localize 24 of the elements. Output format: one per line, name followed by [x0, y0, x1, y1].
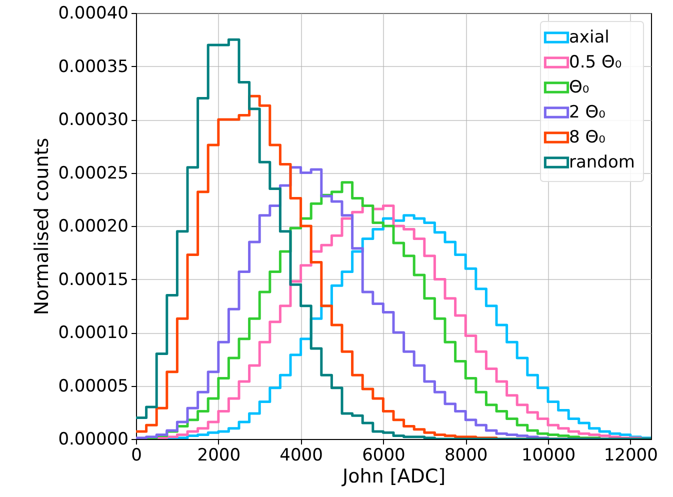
y-tick-label: 0.00010 — [58, 323, 128, 343]
x-axis-title: John [ADC] — [341, 466, 446, 488]
x-tick-label: 8000 — [444, 446, 488, 466]
y-tick-label: 0.00035 — [58, 56, 128, 77]
x-tick-label: 12000 — [604, 446, 658, 466]
x-tick-label: 4000 — [280, 446, 323, 466]
legend-label: 2 Θ₀ — [569, 102, 606, 122]
y-tick-label: 0.00000 — [58, 430, 128, 450]
y-tick-label: 0.00030 — [58, 110, 128, 130]
x-tick-label: 6000 — [362, 446, 406, 466]
x-tick-label: 0 — [131, 446, 142, 466]
y-axis-title: Normalised counts — [31, 138, 54, 316]
y-tick-label: 0.00040 — [58, 4, 128, 24]
x-tick-label: 2000 — [197, 446, 241, 466]
y-tick-label: 0.00015 — [58, 270, 128, 290]
legend-label: 0.5 Θ₀ — [569, 52, 622, 72]
y-tick-label: 0.00025 — [58, 163, 128, 184]
legend-label: axial — [569, 28, 610, 48]
y-tick-label: 0.00020 — [58, 216, 128, 236]
x-tick-label: 10000 — [521, 446, 576, 466]
legend-label: 8 Θ₀ — [569, 128, 606, 148]
legend-label: random — [569, 152, 635, 172]
y-tick-label: 0.00005 — [58, 376, 128, 396]
legend-label: Θ₀ — [569, 78, 590, 98]
